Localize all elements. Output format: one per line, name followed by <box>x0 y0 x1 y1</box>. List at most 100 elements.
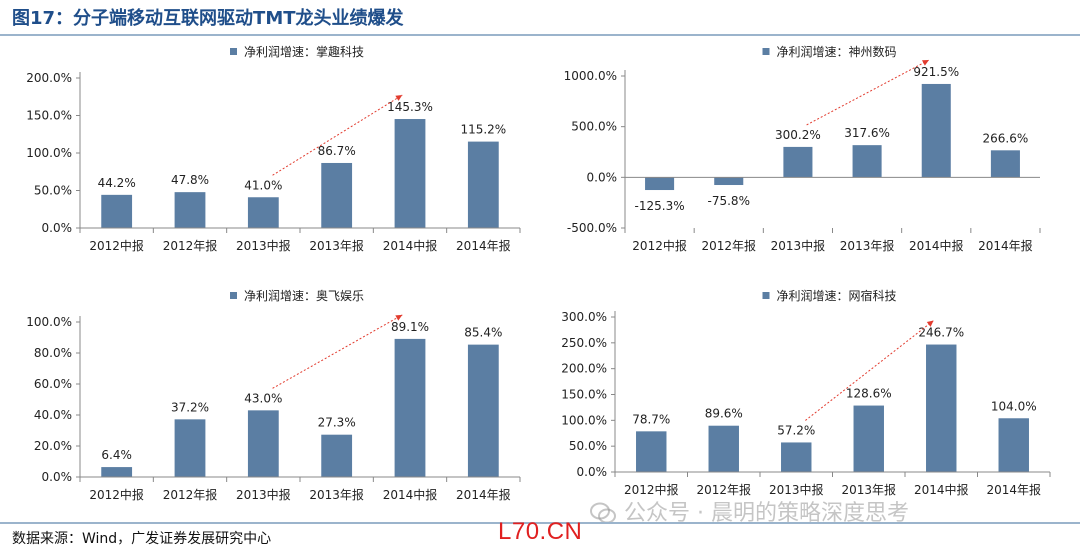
x-tick-label: 2013年报 <box>309 487 364 502</box>
legend-label: 净利润增速：神州数码 <box>777 44 897 59</box>
x-tick-label: 2013年报 <box>309 238 364 253</box>
bar <box>852 145 882 178</box>
x-tick-label: 2012中报 <box>632 238 687 253</box>
figure-title-bar: 图17：分子端移动互联网驱动TMT龙头业绩爆发 <box>0 0 1080 36</box>
legend-label: 净利润增速：奥飞娱乐 <box>244 289 364 303</box>
data-label: 37.2% <box>171 400 209 414</box>
x-tick-label: 2014年报 <box>456 238 511 253</box>
bar <box>926 344 957 472</box>
y-tick-label: 100.0% <box>26 315 72 329</box>
data-label: 115.2% <box>460 123 506 137</box>
x-tick-label: 2013中报 <box>769 482 824 497</box>
legend-swatch <box>230 292 237 299</box>
legend-swatch <box>230 48 237 55</box>
y-tick-label: -500.0% <box>567 221 617 235</box>
x-tick-label: 2012中报 <box>89 238 144 253</box>
bar <box>921 83 951 178</box>
source-note: 数据来源：Wind，广发证券发展研究中心 <box>12 531 272 547</box>
y-tick-label: 300.0% <box>561 310 607 324</box>
x-tick-label: 2014中报 <box>383 487 438 502</box>
data-label: 317.6% <box>844 126 890 140</box>
footer-rule <box>0 522 1080 524</box>
data-label: 266.6% <box>983 131 1029 145</box>
y-tick-label: 200.0% <box>561 362 607 376</box>
bar <box>394 338 426 477</box>
trend-arrowhead <box>395 95 403 101</box>
x-tick-label: 2014中报 <box>914 482 969 497</box>
x-tick-label: 2012中报 <box>624 482 679 497</box>
trend-arrowhead <box>926 320 934 327</box>
legend-label: 净利润增速：网宿科技 <box>777 288 897 303</box>
y-tick-label: 0.0% <box>42 221 73 235</box>
data-label: 89.1% <box>391 320 429 334</box>
x-tick-label: 2013中报 <box>236 238 291 253</box>
y-tick-label: 150.0% <box>561 388 607 402</box>
chart-aofei: 净利润增速：奥飞娱乐 0.0% 20.0% 40.0% 60.0% 80.0% 100.0%… <box>26 289 521 502</box>
bar <box>321 434 353 477</box>
data-label: -125.3% <box>635 199 685 213</box>
y-tick-label: 50.0% <box>569 439 607 453</box>
y-tick-label: 60.0% <box>34 377 72 391</box>
bar <box>645 177 675 191</box>
data-label: -75.8% <box>708 194 750 208</box>
bar <box>636 431 667 472</box>
x-tick-label: 2012年报 <box>163 238 218 253</box>
data-label: 104.0% <box>991 399 1037 413</box>
bar <box>247 410 279 477</box>
trend-line <box>272 94 403 176</box>
legend-label: 净利润增速：掌趣科技 <box>244 44 364 59</box>
data-label: 44.2% <box>98 176 136 190</box>
x-tick-label: 2014中报 <box>383 238 438 253</box>
trend-line <box>805 320 934 421</box>
bar <box>708 425 739 472</box>
x-tick-label: 2014年报 <box>978 238 1033 253</box>
data-label: 47.8% <box>171 173 209 187</box>
data-label: 78.7% <box>632 412 670 426</box>
y-tick-label: 0.0% <box>577 465 608 479</box>
data-label: 43.0% <box>244 391 282 405</box>
bar <box>783 146 813 178</box>
y-tick-label: 20.0% <box>34 439 72 453</box>
y-tick-label: 1000.0% <box>564 69 617 83</box>
data-label: 6.4% <box>101 448 132 462</box>
y-tick-label: 80.0% <box>34 346 72 360</box>
bar <box>101 194 133 228</box>
data-label: 27.3% <box>318 416 356 430</box>
bar <box>467 344 499 477</box>
y-tick-label: 100.0% <box>561 413 607 427</box>
bar <box>101 467 133 477</box>
figure-title: 图17：分子端移动互联网驱动TMT龙头业绩爆发 <box>12 8 404 29</box>
x-tick-label: 2014年报 <box>456 487 511 502</box>
y-tick-label: 200.0% <box>26 71 72 85</box>
x-tick-label: 2013年报 <box>841 482 896 497</box>
trend-arrowhead <box>395 314 403 321</box>
watermark: 公众号 · 晨明的策略深度思考 <box>590 495 909 527</box>
bar <box>467 141 499 228</box>
data-label: 128.6% <box>846 387 892 401</box>
wechat-icon <box>590 502 616 524</box>
chart-zhangqu: 净利润增速：掌趣科技 0.0% 50.0% 100.0% 150.0% 200.0% 44.… <box>26 44 521 253</box>
bar <box>853 405 884 472</box>
bar <box>990 150 1020 178</box>
y-tick-label: 40.0% <box>34 408 72 422</box>
x-tick-label: 2012年报 <box>696 482 751 497</box>
data-label: 300.2% <box>775 128 821 142</box>
bar <box>174 192 206 228</box>
data-label: 89.6% <box>705 407 743 421</box>
data-label: 57.2% <box>777 423 815 437</box>
y-tick-label: 50.0% <box>34 184 72 198</box>
x-tick-label: 2012年报 <box>163 487 218 502</box>
bar <box>321 162 353 228</box>
chart-shenzhou: 净利润增速：神州数码 -500.0% 0.0% 500.0% 1000.0% -125.3… <box>564 44 1041 253</box>
trend-line <box>806 59 930 126</box>
x-tick-label: 2014中报 <box>909 238 964 253</box>
data-label: 921.5% <box>913 65 959 79</box>
x-tick-label: 2012年报 <box>701 238 756 253</box>
y-tick-label: 250.0% <box>561 336 607 350</box>
y-tick-label: 0.0% <box>42 470 73 484</box>
bar <box>781 442 812 472</box>
data-label: 85.4% <box>464 326 502 340</box>
legend-swatch <box>762 48 770 55</box>
chart-wangsu: 净利润增速：网宿科技 0.0% 50.0% 100.0% 150.0% 200.0% 250… <box>561 288 1051 497</box>
y-tick-label: 150.0% <box>26 109 72 123</box>
